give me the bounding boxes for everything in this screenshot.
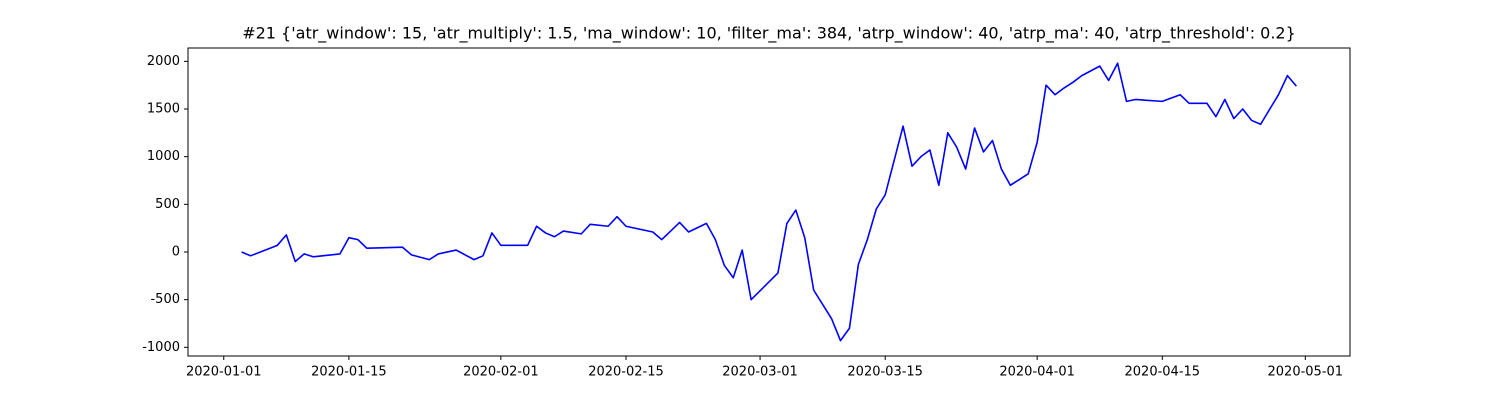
x-tick-label: 2020-01-01 (186, 365, 262, 380)
x-tick-label: 2020-05-01 (1268, 365, 1344, 380)
x-tick-label: 2020-04-01 (999, 365, 1075, 380)
y-tick-label: 1500 (147, 102, 180, 117)
y-tick-label: 0 (172, 244, 180, 259)
x-tick-label: 2020-03-01 (722, 365, 798, 380)
y-tick-label: -1000 (142, 340, 180, 355)
chart-title: #21 {'atr_window': 15, 'atr_multiply': 1… (242, 24, 1296, 44)
x-tick-label: 2020-03-15 (847, 365, 923, 380)
plot-frame (187, 47, 1351, 357)
y-tick-label: 2000 (147, 54, 180, 69)
x-tick-label: 2020-01-15 (311, 365, 387, 380)
x-tick-label: 2020-04-15 (1125, 365, 1201, 380)
x-tick-label: 2020-02-15 (588, 365, 664, 380)
x-tick-label: 2020-02-01 (463, 365, 539, 380)
y-tick-label: -500 (150, 292, 180, 307)
y-tick-label: 1000 (147, 149, 180, 164)
y-tick-label: 500 (155, 197, 180, 212)
data-line (241, 62, 1297, 342)
